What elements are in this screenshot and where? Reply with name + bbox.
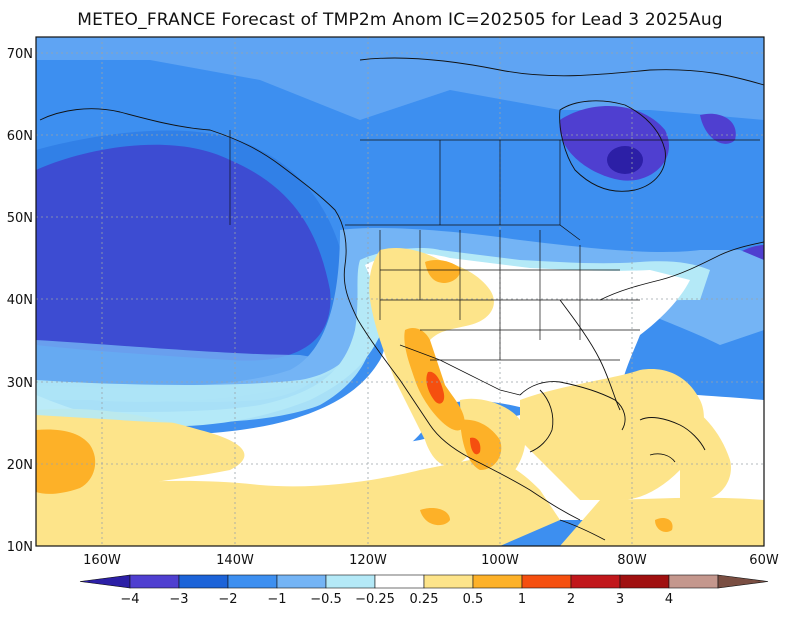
colorbar-swatch	[472, 574, 523, 589]
colorbar-label: 3	[616, 592, 624, 607]
lon-label-100w: 100W	[481, 553, 519, 568]
colorbar-swatch	[668, 574, 719, 589]
graticule	[36, 37, 764, 546]
colorbar-label: 4	[665, 592, 673, 607]
lat-label-50n: 50N	[7, 211, 33, 226]
lon-label-60w: 60W	[749, 553, 779, 568]
lon-label-120w: 120W	[349, 553, 387, 568]
colorbar-label: 2	[567, 592, 575, 607]
colorbar-arrow-left	[79, 574, 131, 589]
lat-label-70n: 70N	[7, 47, 33, 62]
colorbar-label: −2	[218, 592, 237, 607]
map-frame	[35, 36, 765, 547]
lon-label-160w: 160W	[83, 553, 121, 568]
colorbar-swatch	[129, 574, 180, 589]
lat-label-10n: 10N	[7, 540, 33, 555]
colorbar-label: −0.25	[355, 592, 395, 607]
lat-label-60n: 60N	[7, 129, 33, 144]
colorbar-label: −3	[169, 592, 188, 607]
colorbar-swatch	[423, 574, 474, 589]
colorbar-swatch	[325, 574, 376, 589]
colorbar-label: 0.25	[410, 592, 439, 607]
colorbar-swatch	[227, 574, 278, 589]
political-borders	[229, 130, 760, 396]
colorbar-swatch	[570, 574, 621, 589]
colorbar-label: −4	[120, 592, 139, 607]
colorbar-label: −1	[267, 592, 286, 607]
colorbar-label: 1	[518, 592, 526, 607]
colorbar-swatch	[521, 574, 572, 589]
coastlines	[39, 57, 764, 541]
colorbar-label: −0.5	[310, 592, 342, 607]
colorbar-arrow-right	[717, 574, 769, 589]
latitude-axis: 70N 60N 50N 40N 30N 20N 10N	[7, 47, 33, 555]
anomaly-fill	[36, 37, 764, 546]
colorbar-swatch	[374, 574, 425, 589]
lat-label-40n: 40N	[7, 293, 33, 308]
map-title: METEO_FRANCE Forecast of TMP2m Anom IC=2…	[77, 10, 723, 30]
lat-label-30n: 30N	[7, 376, 33, 391]
lat-label-20n: 20N	[7, 458, 33, 473]
lon-label-80w: 80W	[617, 553, 647, 568]
colorbar-swatch	[178, 574, 229, 589]
colorbar: −4 −3 −2 −1 −0.5 −0.25 0.25 0.5 1 2 3 4	[79, 574, 769, 607]
colorbar-swatch	[276, 574, 327, 589]
longitude-axis: 160W 140W 120W 100W 80W 60W	[83, 553, 779, 568]
lon-label-140w: 140W	[216, 553, 254, 568]
colorbar-label: 0.5	[463, 592, 484, 607]
colorbar-swatch	[619, 574, 670, 589]
